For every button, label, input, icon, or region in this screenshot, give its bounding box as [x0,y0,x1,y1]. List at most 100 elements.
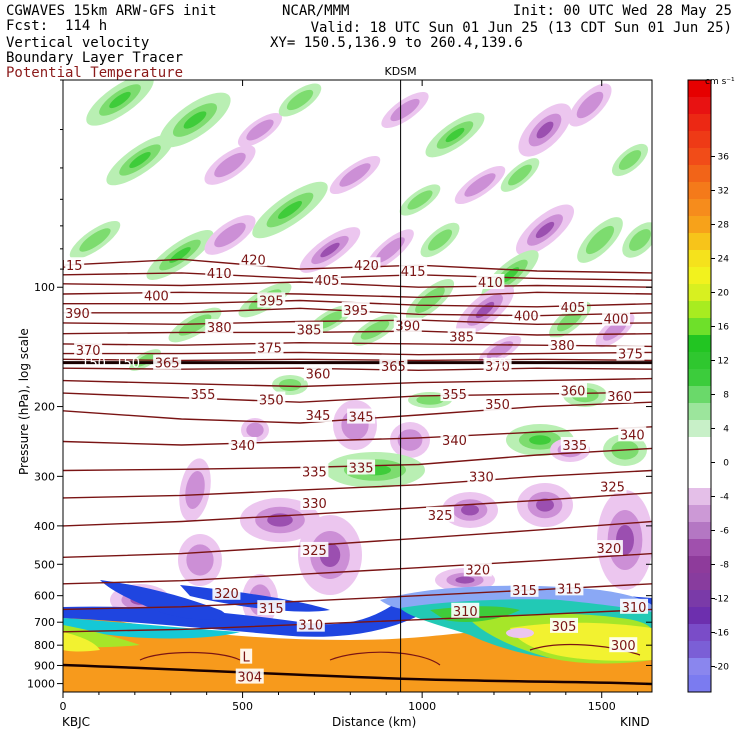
velocity-cell [204,145,256,185]
velocity-cell [399,184,441,216]
field-label-vertical-velocity: Vertical velocity [6,35,150,51]
contour-label-bg [447,328,476,344]
contour-label-bg [257,391,286,407]
contour-label: 310 [453,605,478,620]
contour-label: 310 [298,619,323,634]
contour-label-bg [352,257,381,273]
velocity-cell-mid [246,119,274,141]
contour-label-bg [451,602,480,618]
velocity-cell-core [445,127,465,143]
velocity-cell-core [109,91,131,109]
contour-label-bg [153,354,182,370]
colorbar-label: -16 [714,629,729,639]
contour-label-bg [560,436,589,452]
colorbar-swatch [688,80,711,98]
velocity-cell-mid [397,429,423,451]
colorbar-swatch [688,607,711,625]
contour-label: 400 [604,313,629,328]
velocity-cell-mid [278,379,302,391]
velocity-cell-core [535,221,555,239]
contour-label-bg [483,395,512,411]
theta-contour [63,492,652,527]
contour-label-bg [341,301,370,317]
colorbar-frame [687,79,712,693]
contour-label: 150 [81,357,106,372]
contour-label-bg [239,251,268,267]
velocity-cell-mid [576,91,604,119]
velocity-cell-core [461,504,479,516]
contour-label-bg [548,337,577,353]
velocity-cell [86,80,154,126]
velocity-cell-mid [585,225,615,255]
colorbar-swatch [688,301,711,319]
colorbar-swatch [688,182,711,200]
forecast-hour: Fcst: 114 h [6,18,108,34]
contour-label: 375 [257,342,282,357]
contour-label: 355 [191,388,216,403]
velocity-cell-mid [629,229,651,251]
contour-label-bg [240,648,253,664]
contour-label: 390 [395,320,420,335]
velocity-cell-mid [214,222,246,248]
contour-label-bg [399,263,428,279]
contour-label-bg [255,339,284,355]
colorbar-label: -4 [720,493,729,503]
velocity-cell-mid [178,314,212,336]
contour-label-bg [347,408,376,424]
contour-label-bg [312,272,341,288]
contour-label: 310 [622,601,647,616]
colorbar-swatch [688,369,711,387]
colorbar-swatch [688,131,711,149]
contour-label-bg [463,561,492,577]
contour-label-bg [550,617,579,633]
velocity-cell [577,217,623,263]
velocity-cell [405,278,455,322]
contour-label: 335 [302,466,327,481]
velocity-cell-core [529,435,551,445]
colorbar-swatch [688,437,711,455]
contour-label-bg [558,382,587,398]
colorbar: 36 32 28 24 20 16 12 8 4 0 -4 -6 -8 -12 -16 -20 [687,79,729,693]
velocity-cell [252,181,328,239]
contour-label-bg [555,580,584,596]
contour-label: 325 [428,509,453,524]
contour-label-bg [189,386,218,402]
velocity-cell [69,220,121,260]
velocity-cell [390,422,430,458]
contour-label: 410 [207,267,232,282]
y-tick-label: 300 [34,470,55,483]
contour-label: 405 [561,301,586,316]
contour-label-bg [295,321,324,337]
colorbar-swatch [688,352,711,370]
contour-label: 150 [482,357,507,372]
kdsm-marker-label: KDSM [385,65,417,78]
velocity-cell-core [129,151,151,169]
contour-label-bg [598,478,627,494]
velocity-cell-core [500,267,520,283]
velocity-cell [454,165,506,205]
y-axis-label: Pressure (hPa), log scale [17,328,31,475]
velocity-cell [420,222,460,258]
field-label-tracer: Boundary Layer Tracer [6,50,184,66]
contour-label: 360 [306,367,331,382]
y-tick-label: 900 [34,659,55,672]
contour-label: 325 [600,480,625,495]
contour-label: 395 [343,304,368,319]
contour-label: 365 [381,360,406,375]
cross-section-endpoints: XY= 150.5,136.9 to 260.4,139.6 [270,35,523,51]
velocity-cell-mid [214,152,246,178]
contour-label-bg [235,668,264,684]
axes: 0 500 1000 1500 100 200 300 400 500 600 700 800 900 1… [27,79,652,713]
colorbar-swatch [688,403,711,421]
velocity-cell [240,498,320,542]
contour-label: 405 [315,274,340,289]
contour-label: 315 [512,584,537,599]
contour-label-bg [558,298,587,314]
x-tick-label: 1000 [408,700,436,713]
contour-label: 320 [214,587,239,602]
velocity-cell-mid [286,89,314,111]
contour-label-bg [303,406,332,422]
velocity-cell-mid [316,310,344,330]
contour-label-bg [296,616,325,632]
